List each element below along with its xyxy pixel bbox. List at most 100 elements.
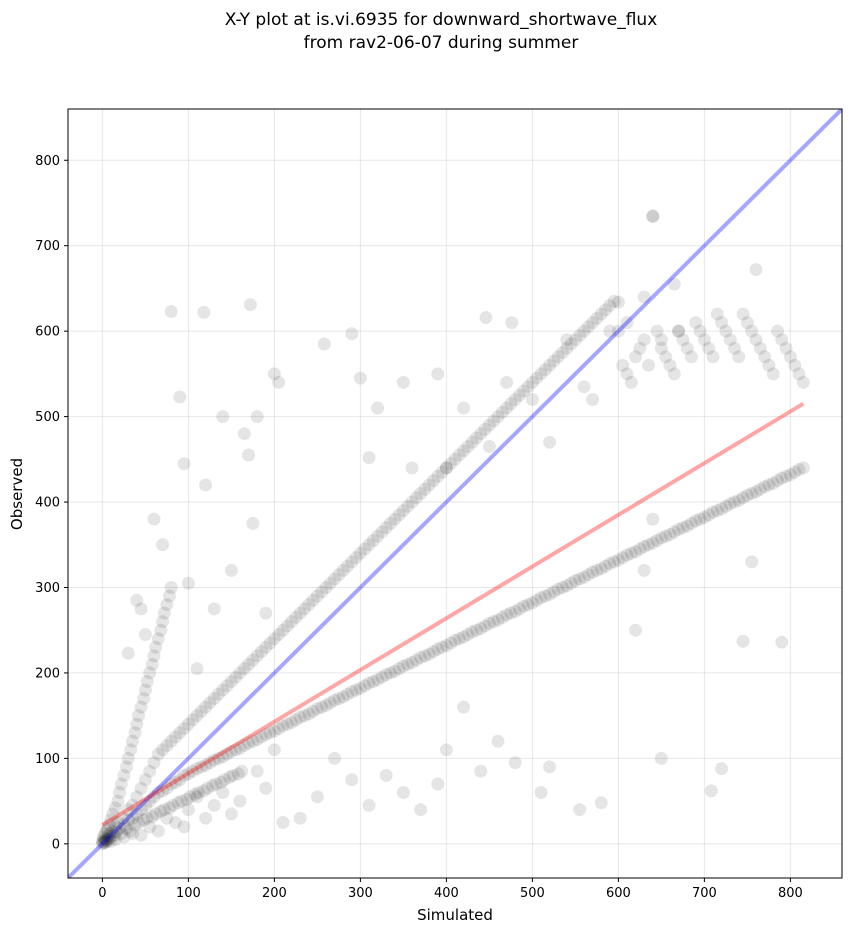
data-point-56 bbox=[121, 751, 135, 765]
data-point-363 bbox=[719, 499, 733, 513]
data-point-436 bbox=[328, 751, 342, 765]
data-point-142 bbox=[246, 653, 260, 667]
data-point-379 bbox=[753, 482, 767, 496]
data-point-217 bbox=[405, 656, 419, 670]
data-point-433 bbox=[379, 768, 393, 782]
data-point-31 bbox=[121, 813, 135, 827]
data-point-275 bbox=[530, 593, 544, 607]
data-point-488 bbox=[482, 440, 496, 454]
data-point-3 bbox=[95, 834, 109, 848]
data-point-471 bbox=[130, 593, 144, 607]
data-point-193 bbox=[353, 681, 367, 695]
data-point-474 bbox=[138, 627, 152, 641]
data-point-63 bbox=[156, 784, 170, 798]
data-point-84 bbox=[137, 692, 151, 706]
data-point-58 bbox=[151, 747, 165, 761]
data-point-359 bbox=[710, 504, 724, 518]
data-point-283 bbox=[547, 585, 561, 599]
data-point-482 bbox=[371, 401, 385, 415]
data-point-65 bbox=[157, 803, 171, 817]
data-point-194 bbox=[358, 542, 372, 556]
data-point-276 bbox=[534, 367, 548, 381]
data-point-435 bbox=[345, 773, 359, 787]
data-point-101 bbox=[197, 784, 211, 798]
data-point-5 bbox=[99, 835, 113, 849]
data-point-50 bbox=[143, 764, 157, 778]
data-point-498 bbox=[654, 333, 668, 347]
data-point-166 bbox=[298, 602, 311, 616]
data-point-441 bbox=[259, 781, 273, 795]
data-point-360 bbox=[715, 316, 729, 330]
data-point-413 bbox=[736, 634, 750, 648]
data-point-23 bbox=[113, 821, 127, 835]
data-point-216 bbox=[405, 495, 419, 509]
data-point-190 bbox=[349, 551, 363, 565]
reference-lines bbox=[68, 109, 842, 878]
data-point-74 bbox=[169, 730, 182, 744]
data-point-303 bbox=[590, 563, 604, 577]
data-point-241 bbox=[457, 630, 471, 644]
data-point-262 bbox=[504, 397, 518, 411]
data-point-319 bbox=[624, 546, 638, 560]
data-point-462 bbox=[237, 427, 251, 441]
data-point-40 bbox=[113, 786, 127, 800]
data-point-122 bbox=[220, 679, 234, 693]
data-point-73 bbox=[166, 798, 180, 812]
data-point-154 bbox=[272, 627, 286, 641]
data-point-47 bbox=[138, 798, 152, 812]
data-point-192 bbox=[353, 546, 367, 560]
data-point-416 bbox=[704, 784, 718, 798]
data-point-422 bbox=[573, 803, 587, 817]
data-point-268 bbox=[517, 384, 531, 398]
data-point-38 bbox=[130, 790, 144, 804]
data-point-14 bbox=[104, 830, 118, 844]
data-point-165 bbox=[293, 710, 307, 724]
data-point-102 bbox=[199, 700, 213, 714]
data-point-344 bbox=[680, 341, 694, 355]
data-point-183 bbox=[332, 692, 346, 706]
data-point-307 bbox=[599, 559, 612, 573]
data-point-70 bbox=[164, 734, 178, 748]
data-point-277 bbox=[534, 591, 548, 605]
data-point-402 bbox=[243, 298, 257, 312]
data-point-140 bbox=[242, 657, 256, 671]
data-point-49 bbox=[140, 811, 154, 825]
data-point-391 bbox=[779, 469, 793, 483]
data-point-129 bbox=[226, 768, 240, 782]
data-point-189 bbox=[345, 685, 359, 699]
data-point-110 bbox=[207, 692, 221, 706]
data-point-309 bbox=[603, 557, 617, 571]
data-point-239 bbox=[452, 632, 466, 646]
data-point-238 bbox=[452, 448, 466, 462]
data-point-456 bbox=[126, 827, 139, 841]
data-point-475 bbox=[190, 662, 204, 676]
data-point-15 bbox=[100, 824, 114, 838]
x-axis-label: Simulated bbox=[417, 906, 493, 924]
data-point-489 bbox=[500, 375, 514, 389]
data-point-157 bbox=[276, 719, 290, 733]
x-tick-label-2: 200 bbox=[262, 886, 287, 901]
data-point-242 bbox=[461, 440, 475, 454]
data-point-7 bbox=[100, 833, 114, 847]
data-point-167 bbox=[298, 709, 311, 723]
data-point-396 bbox=[792, 367, 806, 381]
data-point-449 bbox=[181, 803, 195, 817]
data-point-342 bbox=[676, 333, 690, 347]
data-point-228 bbox=[431, 469, 445, 483]
data-point-419 bbox=[629, 623, 643, 637]
data-point-98 bbox=[194, 704, 208, 718]
data-point-173 bbox=[310, 702, 324, 716]
data-point-338 bbox=[667, 367, 681, 381]
data-point-153 bbox=[267, 724, 281, 738]
chart-title-line-2: from rav2-06-07 during summer bbox=[304, 33, 579, 53]
data-point-181 bbox=[328, 693, 342, 707]
data-point-224 bbox=[422, 478, 436, 492]
y-tick-label-8: 800 bbox=[35, 154, 60, 169]
data-point-403 bbox=[173, 390, 187, 404]
x-tick-label-6: 600 bbox=[606, 886, 631, 901]
data-points bbox=[95, 209, 810, 851]
data-point-254 bbox=[487, 414, 501, 428]
data-point-349 bbox=[689, 514, 703, 528]
data-point-395 bbox=[788, 465, 802, 479]
data-point-177 bbox=[319, 698, 333, 712]
